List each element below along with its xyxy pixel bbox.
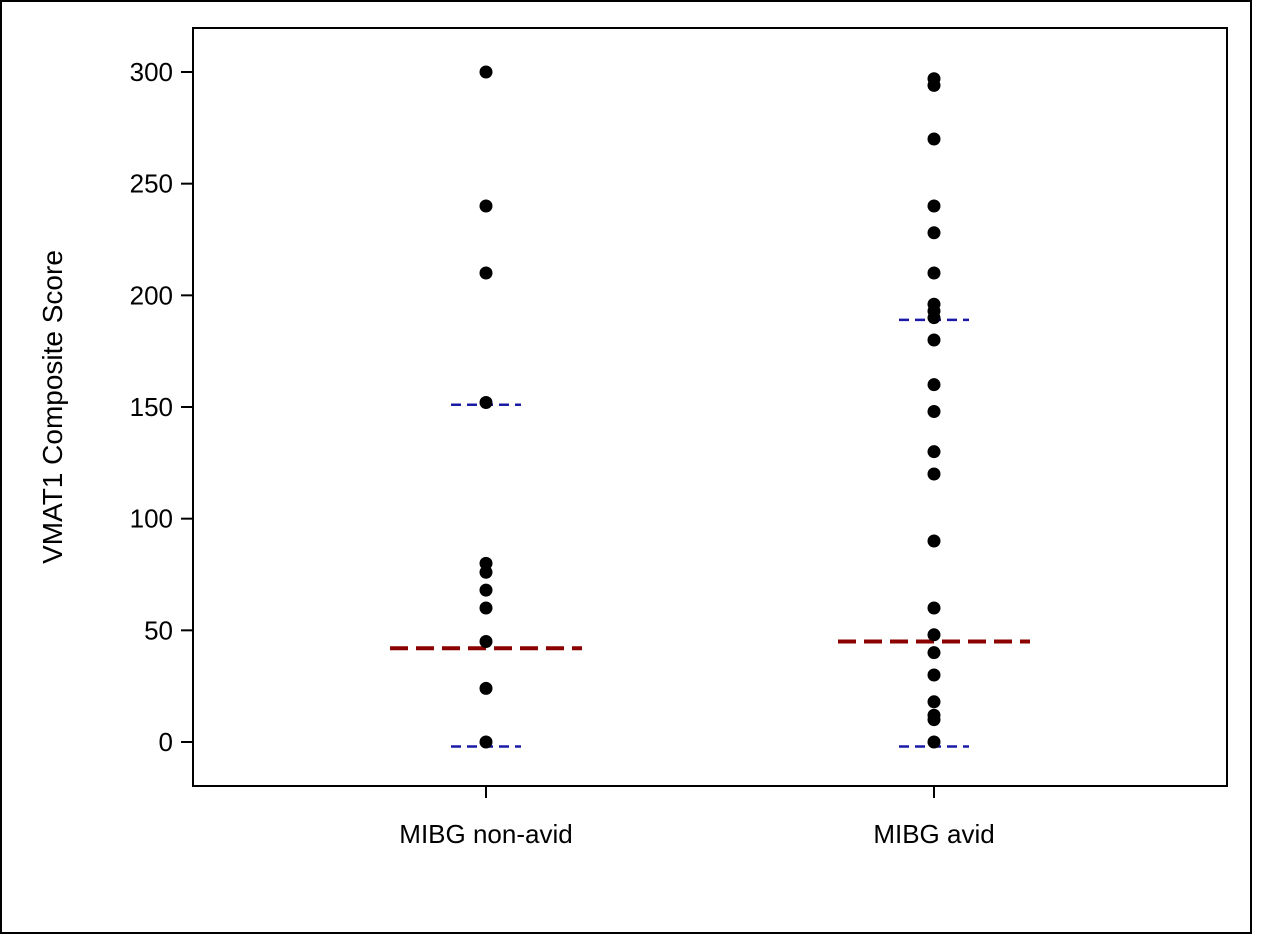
data-point bbox=[479, 635, 493, 648]
data-point bbox=[927, 646, 941, 660]
data-point bbox=[927, 226, 941, 240]
data-point bbox=[479, 396, 493, 410]
data-point bbox=[927, 378, 941, 392]
y-axis-label: VMAT1 Composite Score bbox=[37, 250, 68, 564]
data-point bbox=[927, 534, 941, 548]
data-point bbox=[927, 668, 941, 682]
data-point bbox=[927, 735, 941, 749]
data-point bbox=[479, 199, 493, 213]
data-point bbox=[479, 681, 493, 695]
data-points bbox=[479, 65, 941, 749]
y-tick-label: 250 bbox=[130, 169, 173, 199]
data-point bbox=[479, 266, 493, 280]
data-point bbox=[927, 78, 941, 92]
x-tick-label: MIBG avid bbox=[873, 819, 994, 849]
data-point bbox=[927, 311, 941, 325]
data-point bbox=[927, 333, 941, 347]
data-point bbox=[479, 735, 493, 749]
data-point bbox=[927, 628, 941, 642]
data-point bbox=[927, 695, 941, 709]
y-tick-label: 100 bbox=[130, 504, 173, 534]
data-point bbox=[927, 467, 941, 481]
y-tick-label: 300 bbox=[130, 57, 173, 87]
data-point bbox=[479, 565, 493, 579]
data-point bbox=[479, 601, 493, 615]
data-point bbox=[927, 445, 941, 459]
data-point bbox=[927, 199, 941, 213]
data-point bbox=[927, 266, 941, 280]
data-point bbox=[927, 601, 941, 615]
data-point bbox=[927, 713, 941, 727]
y-tick-label: 0 bbox=[159, 727, 173, 757]
y-tick-label: 50 bbox=[144, 615, 173, 645]
data-point bbox=[927, 404, 941, 418]
y-tick-label: 150 bbox=[130, 392, 173, 422]
data-point bbox=[479, 556, 493, 570]
data-point bbox=[479, 583, 493, 597]
y-tick-label: 200 bbox=[130, 280, 173, 310]
y-axis: 0 50 100 150 200 250 300 bbox=[130, 57, 193, 757]
x-tick-label: MIBG non-avid bbox=[399, 819, 572, 849]
data-point bbox=[479, 65, 493, 79]
x-axis: MIBG non-avid MIBG avid bbox=[399, 786, 995, 849]
data-point bbox=[927, 132, 941, 146]
